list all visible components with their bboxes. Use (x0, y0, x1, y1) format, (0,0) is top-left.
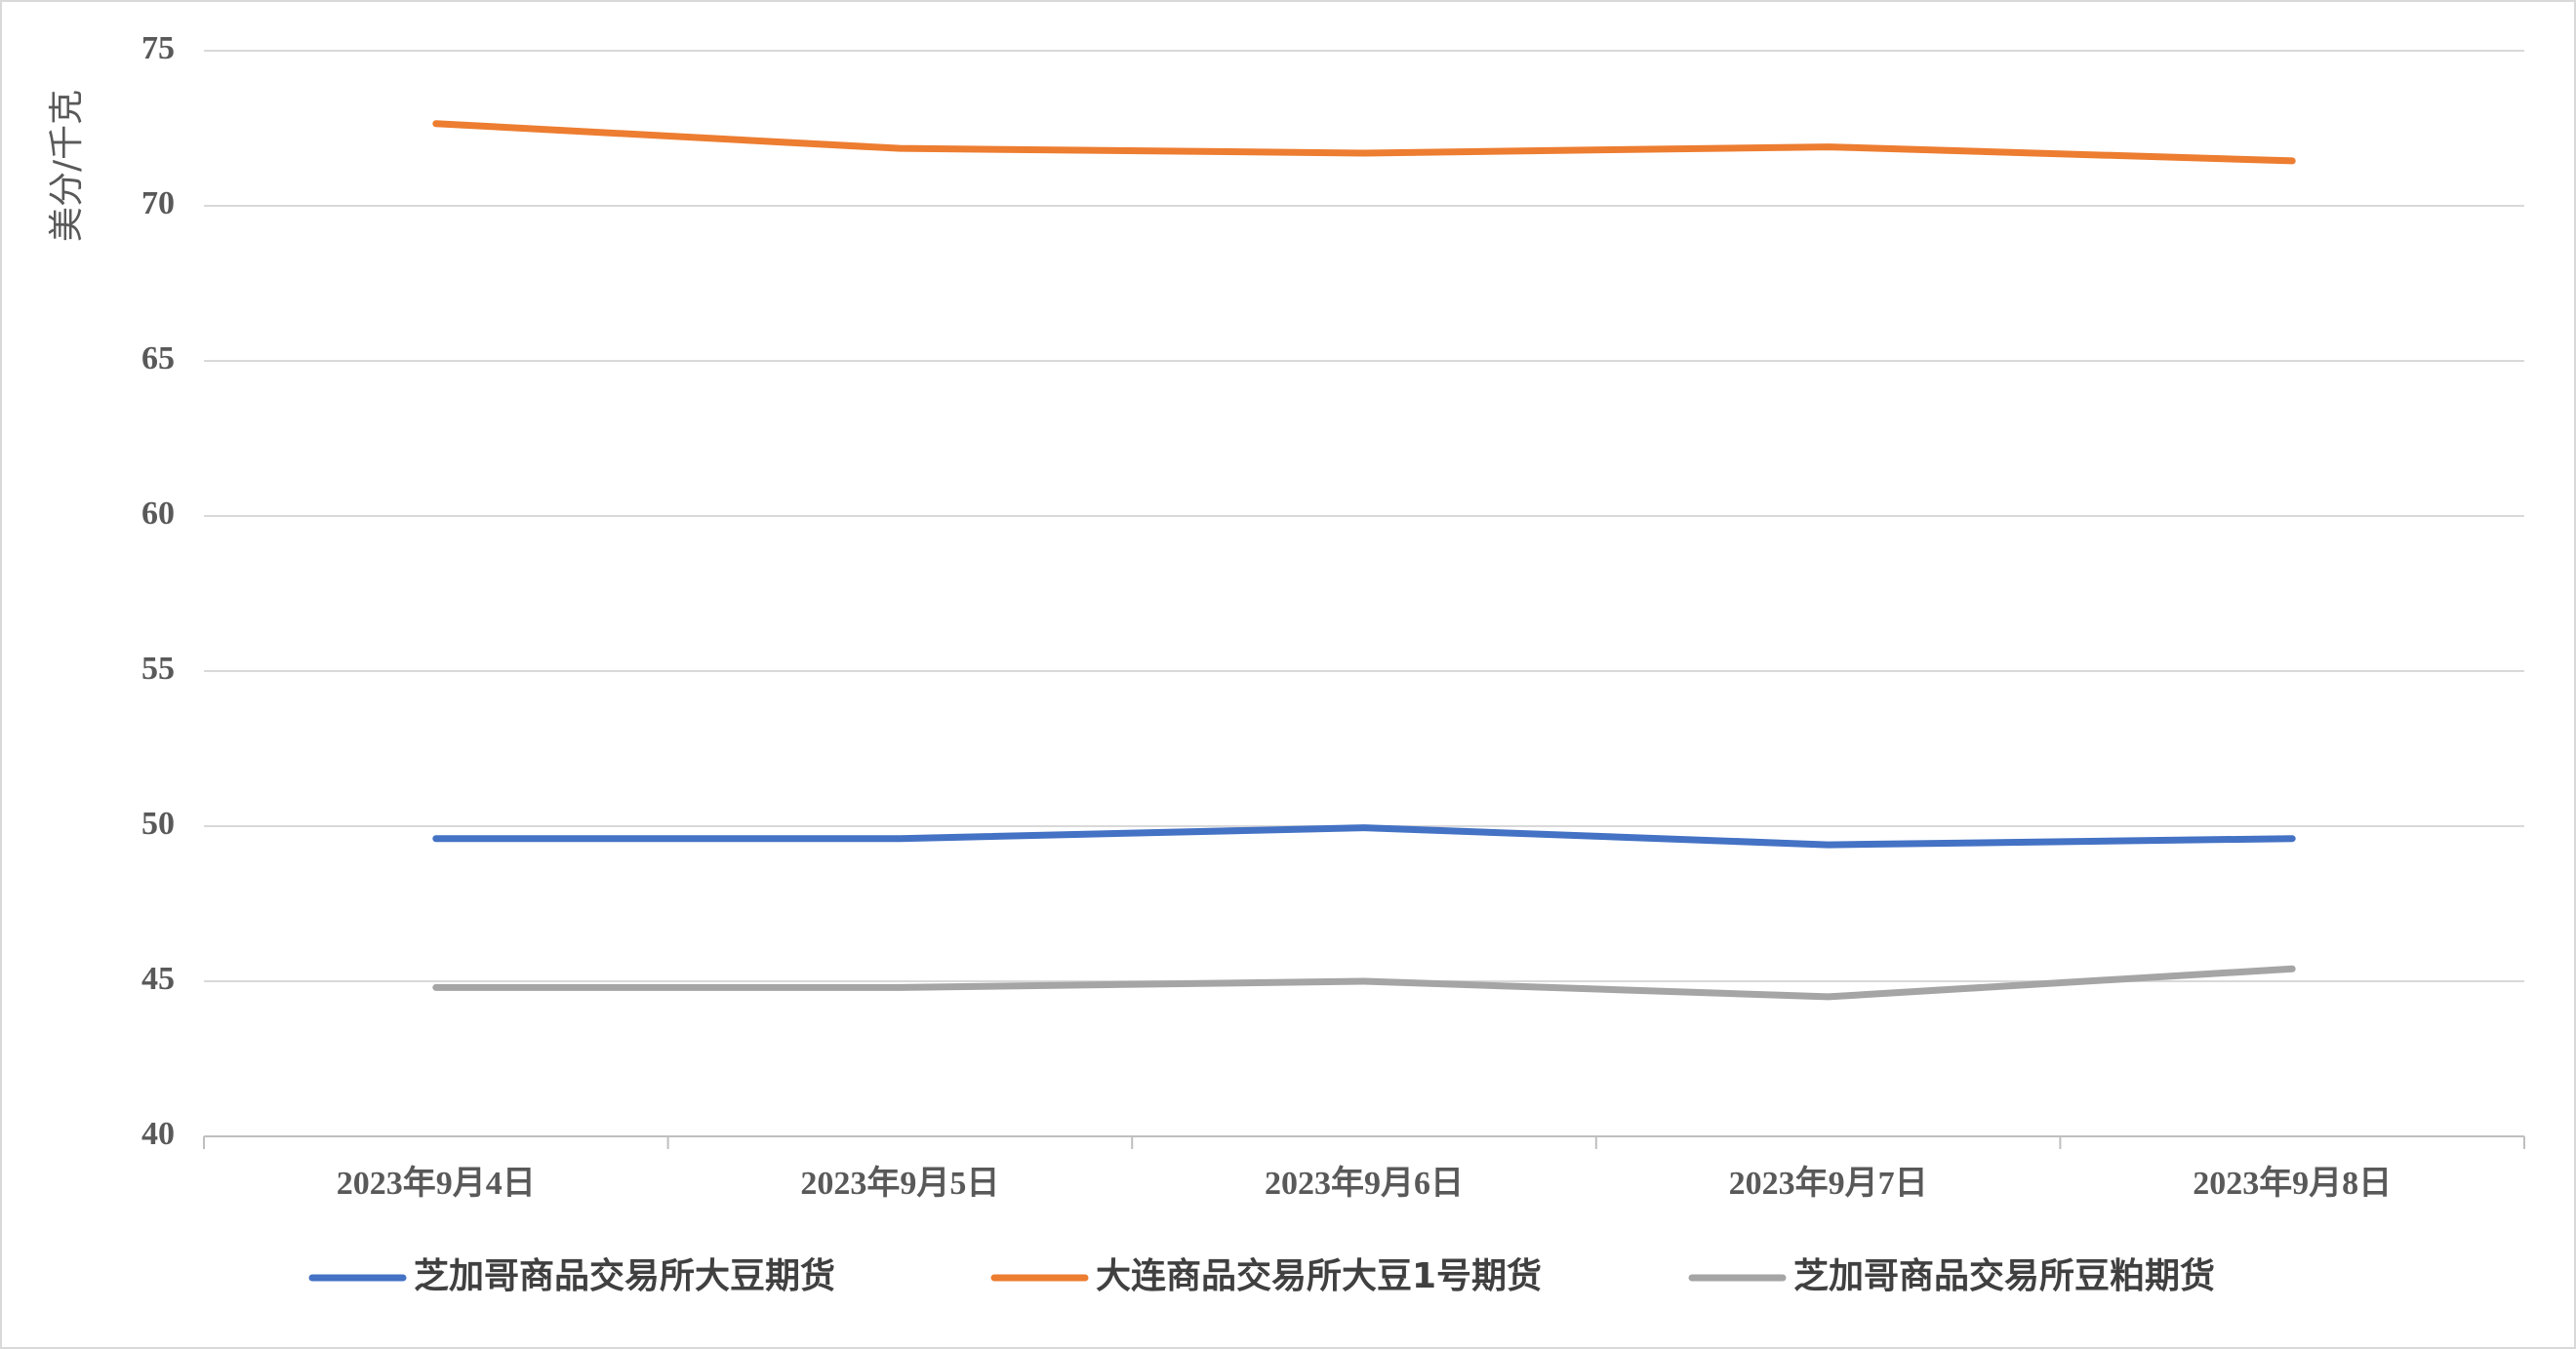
y-axis-title: 美分/千克 (47, 90, 87, 242)
y-tick-label: 70 (141, 185, 175, 221)
series-line (432, 120, 2296, 165)
legend-label: 芝加哥商品交易所豆粕期货 (1793, 1255, 2215, 1296)
x-tick-label: 2023年9月8日 (2193, 1165, 2392, 1202)
x-tick-label: 2023年9月6日 (1265, 1165, 1464, 1202)
y-tick-label: 55 (141, 651, 175, 687)
y-tick-label: 65 (141, 340, 175, 377)
x-tick-label: 2023年9月5日 (800, 1165, 999, 1202)
legend-label: 芝加哥商品交易所大豆期货 (414, 1255, 835, 1296)
x-tick-label: 2023年9月7日 (1729, 1165, 1928, 1202)
y-tick-label: 45 (141, 961, 175, 997)
legend-label: 大连商品交易所大豆1号期货 (1096, 1255, 1542, 1296)
y-tick-label: 40 (141, 1116, 175, 1152)
y-tick-label: 50 (141, 806, 175, 842)
y-tick-label: 75 (141, 30, 175, 66)
series-line (432, 824, 2296, 849)
y-tick-label: 60 (141, 496, 175, 532)
series-line (432, 965, 2296, 1001)
x-tick-label: 2023年9月4日 (337, 1165, 536, 1202)
